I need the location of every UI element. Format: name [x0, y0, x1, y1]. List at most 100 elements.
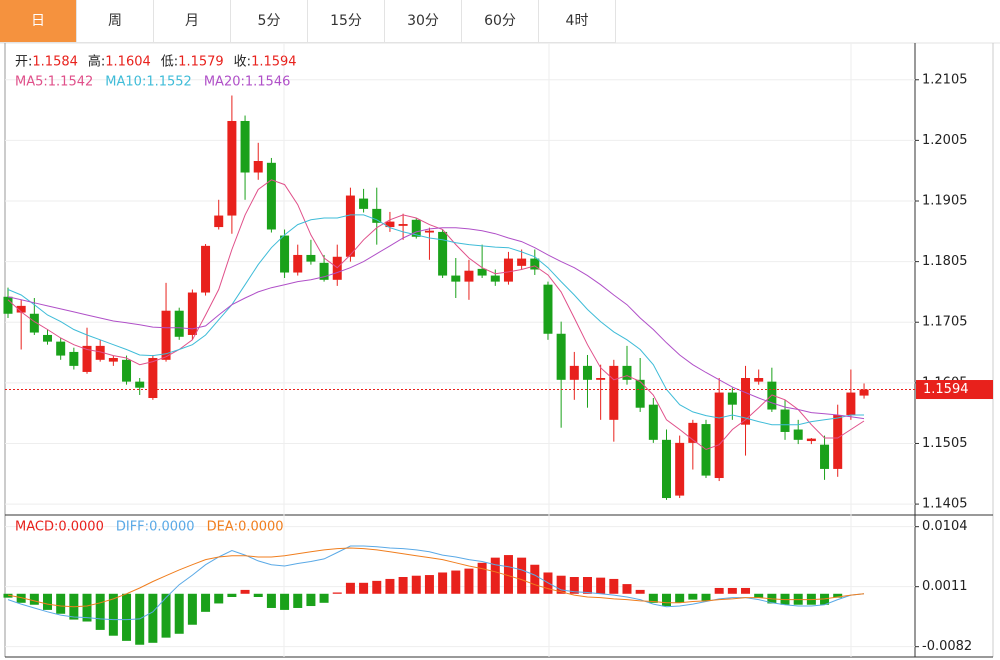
candle-body: [582, 365, 592, 380]
last-price-label: 1.1594: [923, 382, 969, 397]
legend-name: MA10: [105, 75, 142, 90]
header-value: 1.1594: [251, 55, 297, 70]
macd-bar: [662, 593, 671, 607]
macd-bar: [293, 593, 303, 608]
candle-body: [662, 439, 671, 499]
header-label: 开:: [15, 55, 32, 70]
macd-bar: [385, 578, 395, 594]
candle-body: [82, 345, 92, 372]
candle-body: [174, 310, 184, 337]
macd-bar: [29, 593, 39, 605]
macd-bar: [438, 572, 448, 594]
candle-body: [424, 230, 434, 233]
candle-body: [398, 224, 408, 226]
macd-bar: [82, 593, 92, 622]
macd-bar: [424, 575, 434, 594]
legend-name: MACD: [15, 520, 54, 535]
candle-body: [464, 270, 474, 282]
macd-bar: [398, 577, 408, 594]
macd-bar: [556, 575, 566, 594]
candle-body: [385, 221, 395, 228]
y-tick-label: -0.0082: [922, 639, 972, 654]
macd-bar: [582, 577, 592, 594]
legend-sep: :: [234, 520, 238, 535]
y-tick-label: 1.1805: [922, 254, 968, 269]
macd-bar: [240, 589, 250, 594]
candle-body: [806, 438, 816, 442]
macd-bar: [609, 578, 619, 594]
legend-name: MA20: [204, 75, 241, 90]
macd-bar: [174, 593, 184, 634]
y-tick-label: 1.2005: [922, 133, 968, 148]
y-tick-label: 1.1405: [922, 497, 968, 512]
macd-bar: [345, 582, 355, 594]
macd-bar: [332, 592, 342, 594]
candle-body: [793, 429, 803, 440]
candle-body: [780, 409, 790, 432]
candle-body: [319, 262, 329, 280]
candle-body: [187, 292, 197, 335]
y-tick-label: 0.0104: [922, 519, 968, 534]
legend-value: 1.1546: [245, 75, 291, 90]
macd-bar: [596, 577, 606, 594]
candle-body: [477, 268, 487, 276]
candle-body: [293, 254, 303, 273]
y-tick-label: 1.1505: [922, 436, 968, 451]
legend-sep: :: [54, 520, 58, 535]
candle-body: [833, 414, 843, 469]
candle-body: [266, 162, 276, 230]
tab[interactable]: 60分: [462, 0, 539, 43]
macd-bar: [214, 593, 224, 604]
candle-body: [359, 198, 369, 209]
tab[interactable]: 30分: [385, 0, 462, 43]
tab[interactable]: 日: [0, 0, 77, 43]
candle-body: [161, 310, 171, 360]
macd-bar: [306, 593, 316, 607]
candle-body: [820, 444, 830, 469]
candle-body: [345, 195, 355, 257]
candle-body: [556, 333, 566, 380]
candle-body: [253, 160, 263, 173]
macd-bar: [266, 593, 276, 608]
ma-line: [7, 179, 865, 451]
tab[interactable]: 15分: [308, 0, 385, 43]
candle-body: [503, 258, 513, 282]
candle-body: [214, 215, 224, 228]
macd-bar: [359, 582, 369, 594]
macd-bar: [675, 593, 685, 603]
legend-value: 0.0000: [149, 520, 195, 535]
candle-body: [16, 305, 26, 313]
candle-body: [490, 275, 500, 282]
candle-body: [635, 379, 645, 408]
tab[interactable]: 5分: [231, 0, 308, 43]
candle-body: [3, 296, 13, 314]
candle-body: [56, 341, 66, 356]
macd-bar: [253, 593, 263, 597]
tab[interactable]: 4时: [539, 0, 616, 43]
last-price-box: [916, 380, 993, 400]
y-tick-label: 0.0011: [922, 579, 968, 594]
header-value: 1.1604: [105, 55, 151, 70]
candle-body: [240, 120, 250, 173]
candle-body: [648, 404, 658, 440]
macd-bar: [477, 562, 487, 594]
candle-body: [543, 284, 553, 334]
y-tick-label: 1.1905: [922, 194, 968, 209]
legend-sep: :: [142, 75, 146, 90]
candle-body: [280, 235, 290, 273]
legend-value: 1.1552: [146, 75, 192, 90]
macd-bar: [741, 587, 751, 594]
legend-name: DEA: [207, 520, 234, 535]
macd-bar: [569, 577, 579, 594]
candle-body: [596, 378, 606, 380]
header-value: 1.1579: [178, 55, 224, 70]
tab[interactable]: 周: [77, 0, 154, 43]
macd-bar: [280, 593, 290, 610]
legend-sep: :: [145, 520, 149, 535]
legend-sep: :: [43, 75, 47, 90]
candle-body: [675, 442, 685, 496]
macd-bar: [16, 593, 26, 603]
header-value: 1.1584: [32, 55, 78, 70]
tab[interactable]: 月: [154, 0, 231, 43]
